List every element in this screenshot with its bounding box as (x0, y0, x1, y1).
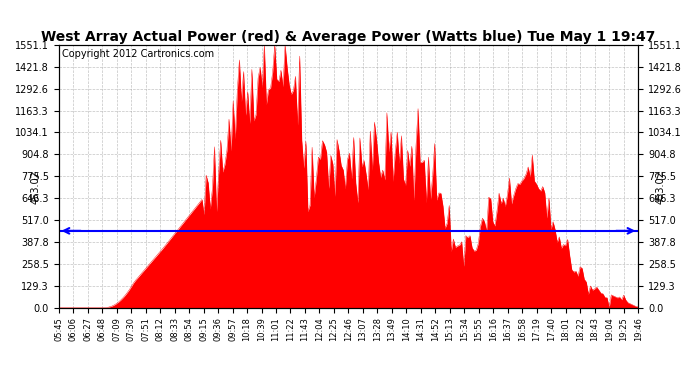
Title: West Array Actual Power (red) & Average Power (Watts blue) Tue May 1 19:47: West Array Actual Power (red) & Average … (41, 30, 655, 44)
Text: 453.02: 453.02 (656, 171, 666, 204)
Text: Copyright 2012 Cartronics.com: Copyright 2012 Cartronics.com (61, 49, 214, 59)
Text: 453.02: 453.02 (31, 171, 41, 204)
